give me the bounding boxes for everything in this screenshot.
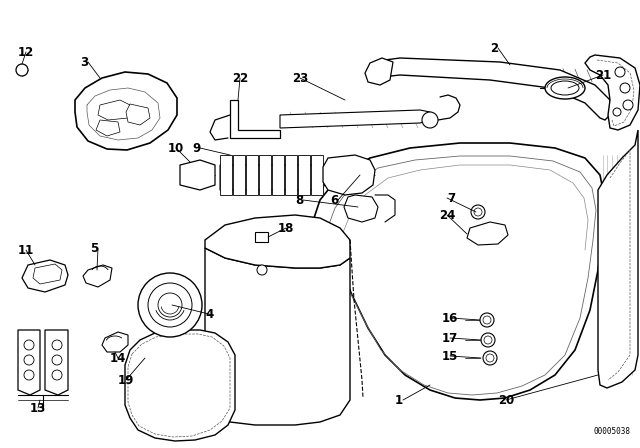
- Text: 20: 20: [498, 393, 515, 406]
- Circle shape: [24, 370, 34, 380]
- Circle shape: [483, 316, 491, 324]
- Circle shape: [484, 336, 492, 344]
- Polygon shape: [246, 155, 258, 195]
- Ellipse shape: [551, 81, 579, 95]
- Polygon shape: [180, 160, 215, 190]
- Polygon shape: [98, 100, 130, 120]
- Text: 6: 6: [330, 194, 339, 207]
- Polygon shape: [126, 104, 150, 125]
- Text: 13: 13: [30, 401, 46, 414]
- Circle shape: [471, 205, 485, 219]
- Text: 8: 8: [295, 194, 303, 207]
- Polygon shape: [255, 232, 268, 242]
- Polygon shape: [125, 330, 235, 441]
- Text: 11: 11: [18, 244, 35, 257]
- Polygon shape: [259, 155, 271, 195]
- Ellipse shape: [545, 77, 585, 99]
- Polygon shape: [45, 330, 68, 395]
- Circle shape: [148, 283, 192, 327]
- Text: 12: 12: [18, 46, 35, 59]
- Polygon shape: [298, 155, 310, 195]
- Polygon shape: [344, 195, 378, 222]
- Polygon shape: [311, 155, 323, 195]
- Text: 21: 21: [595, 69, 611, 82]
- Polygon shape: [467, 222, 508, 245]
- Polygon shape: [323, 155, 375, 195]
- Polygon shape: [230, 100, 280, 138]
- Polygon shape: [374, 58, 610, 120]
- Circle shape: [52, 370, 62, 380]
- Polygon shape: [220, 155, 232, 195]
- Circle shape: [486, 354, 494, 362]
- Text: 7: 7: [447, 191, 455, 204]
- Polygon shape: [205, 215, 350, 268]
- Circle shape: [158, 293, 182, 317]
- Text: 19: 19: [118, 374, 134, 387]
- Polygon shape: [33, 264, 62, 284]
- Text: 16: 16: [442, 311, 458, 324]
- Circle shape: [24, 340, 34, 350]
- Polygon shape: [365, 58, 393, 85]
- Text: 24: 24: [438, 208, 455, 221]
- Polygon shape: [102, 332, 128, 352]
- Polygon shape: [96, 120, 120, 136]
- Circle shape: [138, 273, 202, 337]
- Text: 18: 18: [278, 221, 294, 234]
- Polygon shape: [75, 72, 177, 150]
- Circle shape: [474, 208, 482, 216]
- Text: 3: 3: [80, 56, 88, 69]
- Circle shape: [615, 67, 625, 77]
- Circle shape: [483, 351, 497, 365]
- Text: 9: 9: [192, 142, 200, 155]
- Circle shape: [613, 108, 621, 116]
- Polygon shape: [585, 55, 640, 130]
- Text: 10: 10: [168, 142, 184, 155]
- Polygon shape: [280, 110, 430, 128]
- Text: 2: 2: [490, 42, 498, 55]
- Text: 4: 4: [205, 309, 213, 322]
- Text: 23: 23: [292, 72, 308, 85]
- Text: 14: 14: [110, 352, 126, 365]
- Circle shape: [24, 355, 34, 365]
- Circle shape: [480, 313, 494, 327]
- Circle shape: [481, 333, 495, 347]
- Circle shape: [16, 64, 28, 76]
- Polygon shape: [18, 330, 40, 395]
- Circle shape: [422, 112, 438, 128]
- Polygon shape: [285, 155, 297, 195]
- Text: 5: 5: [90, 241, 99, 254]
- Polygon shape: [83, 265, 112, 287]
- Text: 00005038: 00005038: [593, 427, 630, 436]
- Text: 22: 22: [232, 72, 248, 85]
- Polygon shape: [272, 155, 284, 195]
- Circle shape: [623, 100, 633, 110]
- Polygon shape: [22, 260, 68, 292]
- Text: 15: 15: [442, 349, 458, 362]
- Polygon shape: [598, 130, 638, 388]
- Polygon shape: [220, 165, 325, 190]
- Polygon shape: [233, 155, 245, 195]
- Text: 1: 1: [395, 393, 403, 406]
- Text: 17: 17: [442, 332, 458, 345]
- Polygon shape: [310, 143, 605, 400]
- Circle shape: [620, 83, 630, 93]
- Circle shape: [257, 265, 267, 275]
- Polygon shape: [205, 248, 350, 425]
- Circle shape: [52, 355, 62, 365]
- Circle shape: [52, 340, 62, 350]
